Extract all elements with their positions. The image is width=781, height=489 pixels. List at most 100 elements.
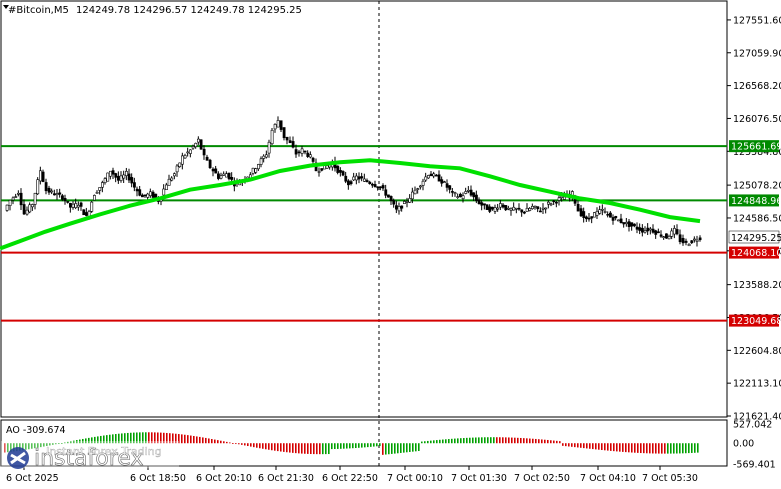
ao-tick-label: 527.042	[733, 420, 772, 431]
candle-body	[622, 222, 626, 225]
candle-body	[149, 191, 152, 197]
candle-body	[512, 206, 516, 211]
candle-body	[114, 173, 118, 178]
candle-body	[186, 151, 190, 154]
candle-body	[408, 198, 412, 203]
ao-bar	[175, 433, 177, 444]
ao-bar	[580, 443, 582, 448]
candle-body	[25, 209, 29, 215]
candle-body	[47, 187, 51, 193]
ao-bar	[562, 443, 564, 446]
candle-body	[555, 201, 558, 204]
candle-body	[219, 175, 223, 179]
ao-bar	[292, 443, 294, 453]
candle-body	[17, 192, 20, 195]
ao-bar	[367, 443, 369, 448]
candle-body	[202, 148, 206, 156]
level-price-tags: 125661.69 124848.96 124068.10 123049.68	[729, 140, 781, 327]
candle-body	[101, 182, 104, 188]
candle-body	[50, 190, 54, 193]
ao-bar	[58, 443, 60, 445]
ao-bar	[340, 443, 342, 449]
candle-body	[31, 204, 34, 208]
candle-body	[684, 240, 688, 243]
candle-body	[485, 204, 489, 210]
candle-body	[371, 183, 374, 186]
candle-body	[77, 205, 80, 208]
candle-body	[501, 204, 505, 208]
candle-body	[194, 142, 198, 147]
candle-body	[641, 227, 644, 233]
candle-body	[119, 175, 123, 181]
ao-bar	[619, 443, 621, 452]
candle-body	[125, 171, 128, 176]
candle-body	[341, 171, 345, 176]
ao-bar	[403, 443, 405, 453]
ao-bar	[31, 443, 33, 449]
candle-body	[90, 201, 94, 212]
ao-bar	[265, 443, 267, 450]
ao-bar	[247, 443, 249, 447]
level-tag-label: 124068.10	[731, 248, 781, 259]
candle-body	[181, 155, 184, 165]
ao-bar	[541, 439, 543, 444]
ao-bar	[430, 440, 432, 444]
ao-bar	[187, 435, 189, 444]
ao-bar	[514, 437, 516, 444]
candle-body	[270, 129, 274, 145]
candle-body	[617, 219, 620, 222]
candle-body	[611, 217, 615, 221]
candle-body	[427, 175, 430, 179]
price-tick-label: 126568.20	[733, 81, 781, 92]
candle-body	[28, 204, 32, 213]
ao-bar	[373, 443, 375, 447]
ao-bar	[550, 440, 552, 444]
candle-body	[593, 212, 596, 218]
candle-body	[33, 192, 37, 205]
candle-body	[435, 174, 438, 177]
time-tick-label: 6 Oct 22:50	[322, 473, 378, 484]
candle-body	[291, 141, 295, 148]
candle-body	[451, 191, 454, 193]
candle-body	[130, 177, 134, 184]
ao-bar	[379, 443, 381, 447]
candle-body	[515, 207, 518, 210]
candle-body	[603, 211, 607, 213]
candle-body	[141, 194, 144, 198]
candle-body	[387, 194, 390, 198]
candle-body	[22, 204, 26, 215]
candle-body	[496, 207, 500, 210]
ao-bar	[454, 438, 456, 444]
ao-bar	[565, 443, 567, 447]
ao-bar	[283, 443, 285, 452]
candle-body	[424, 176, 428, 181]
ao-bar	[415, 443, 417, 452]
candle-body	[208, 159, 212, 168]
ao-bar	[316, 443, 318, 455]
ao-bar	[196, 436, 198, 444]
candle-body	[197, 138, 200, 143]
candle-body	[69, 203, 72, 208]
ao-bar	[640, 443, 642, 454]
candle-body	[504, 205, 508, 211]
ao-bar	[307, 443, 309, 454]
ao-bar	[52, 443, 54, 445]
ao-bar	[286, 443, 288, 453]
candle-body	[687, 243, 691, 247]
candle-body	[403, 201, 406, 204]
instaforex-watermark: instaforex Instant Forex Trading	[1, 441, 179, 471]
candle-body	[667, 236, 671, 240]
ao-bar	[295, 443, 297, 454]
instaforex-logo-icon	[7, 447, 29, 469]
ao-bar	[583, 443, 585, 449]
candle-body	[259, 158, 263, 165]
candle-body	[673, 228, 676, 235]
candle-body	[44, 182, 48, 192]
candle-body	[251, 167, 255, 174]
ao-bar	[529, 438, 531, 444]
candle-body	[678, 234, 682, 243]
candle-body	[525, 207, 529, 212]
price-tick-label: 124586.50	[733, 213, 781, 224]
candle-body	[217, 173, 220, 179]
chart-menu-arrow-icon[interactable]	[3, 5, 9, 9]
